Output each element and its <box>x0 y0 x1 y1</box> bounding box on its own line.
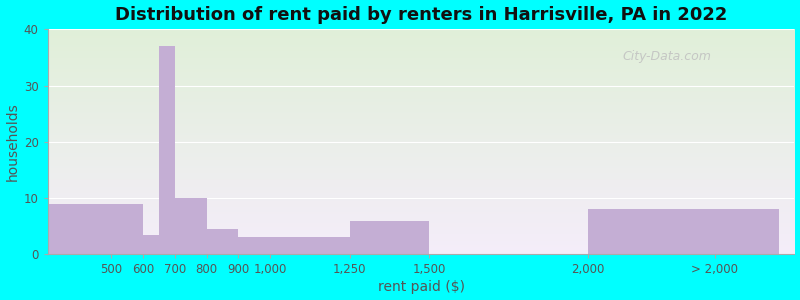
X-axis label: rent paid ($): rent paid ($) <box>378 280 465 294</box>
Y-axis label: households: households <box>6 102 19 181</box>
Bar <box>143 235 159 254</box>
Title: Distribution of rent paid by renters in Harrisville, PA in 2022: Distribution of rent paid by renters in … <box>115 6 727 24</box>
Bar <box>48 204 143 254</box>
Bar <box>238 237 270 254</box>
Bar <box>174 198 206 254</box>
Bar <box>206 229 238 254</box>
Text: City-Data.com: City-Data.com <box>622 50 711 63</box>
Bar <box>350 220 429 254</box>
Bar <box>270 237 350 254</box>
Bar <box>159 46 174 254</box>
Bar <box>588 209 778 254</box>
